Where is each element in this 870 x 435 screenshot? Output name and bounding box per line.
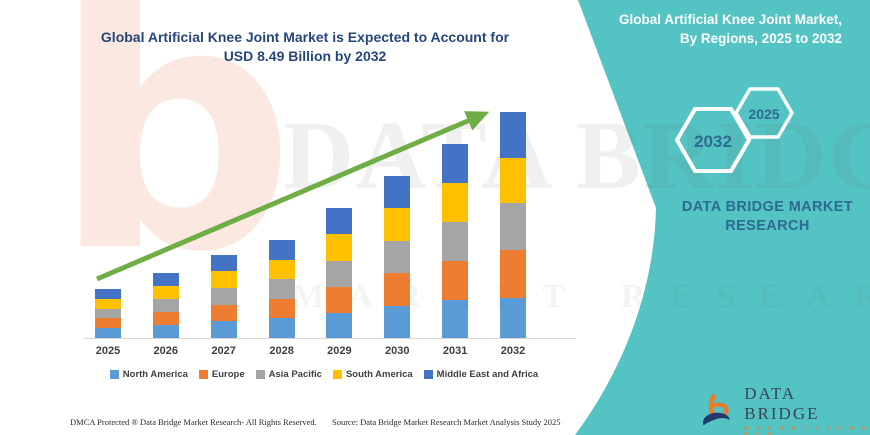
- brand-wordmark-line1: DATA BRIDGE MARKET: [681, 199, 854, 215]
- side-panel-title: Global Artificial Knee Joint Market, By …: [462, 10, 842, 48]
- legend-swatch: [255, 370, 265, 379]
- x-axis-label-2028: 2028: [269, 345, 294, 357]
- bar-segment-europe: [268, 298, 295, 319]
- bar-segment-asia-pacific: [384, 240, 411, 273]
- legend-item-middle-east-and-africa: Middle East and Africa: [423, 369, 539, 380]
- bar-segment-europe: [95, 318, 121, 329]
- bar-segment-north-america: [500, 297, 526, 338]
- bar-segment-south-america: [500, 157, 526, 203]
- x-axis-label-2029: 2029: [327, 345, 352, 357]
- bar-segment-south-america: [442, 182, 469, 222]
- legend-label: Europe: [211, 369, 245, 380]
- x-axis-line: [84, 338, 576, 339]
- chart-title: Global Artificial Knee Joint Market is E…: [58, 28, 552, 66]
- company-logo-subtitle: M A R K E T R E S E A R C H: [744, 426, 869, 435]
- bar-segment-north-america: [95, 328, 121, 338]
- bar-segment-middle-east-and-africa: [500, 112, 526, 158]
- x-axis-label-2025: 2025: [95, 345, 121, 357]
- bar-segment-north-america: [326, 313, 353, 338]
- source-note: Source: Data Bridge Market Research Mark…: [332, 417, 561, 427]
- bar-segment-middle-east-and-africa: [326, 208, 353, 235]
- legend-swatch: [198, 370, 208, 379]
- legend-item-north-america: North America: [109, 369, 188, 380]
- legend-label: Middle East and Africa: [436, 369, 539, 380]
- side-panel-title-line2: By Regions, 2025 to 2032: [679, 31, 842, 46]
- x-axis-label-2031: 2031: [442, 345, 468, 357]
- bar-segment-middle-east-and-africa: [95, 289, 121, 299]
- bar-segment-middle-east-and-africa: [210, 254, 237, 272]
- bar-segment-south-america: [268, 259, 295, 280]
- bar-segment-europe: [326, 286, 353, 314]
- legend-label: North America: [122, 369, 188, 380]
- bar-segment-north-america: [152, 325, 179, 338]
- legend-item-asia-pacific: Asia Pacific: [255, 369, 322, 380]
- bar-segment-middle-east-and-africa: [268, 240, 295, 260]
- legend-swatch: [423, 370, 433, 379]
- side-panel-title-line1: Global Artificial Knee Joint Market,: [618, 12, 842, 27]
- bar-segment-middle-east-and-africa: [384, 175, 411, 209]
- x-axis-label-2032: 2032: [500, 345, 526, 357]
- bar-segment-asia-pacific: [210, 288, 237, 305]
- bar-segment-north-america: [210, 321, 237, 338]
- bar-segment-north-america: [268, 318, 295, 338]
- brand-wordmark-line2: RESEARCH: [725, 218, 810, 234]
- x-axis-label-2030: 2030: [385, 345, 410, 357]
- legend-label: South America: [345, 369, 413, 380]
- bar-segment-middle-east-and-africa: [152, 273, 179, 286]
- bar-segment-asia-pacific: [268, 279, 295, 299]
- chart-title-line1: Global Artificial Knee Joint Market is E…: [100, 29, 510, 45]
- chart-title-line2: USD 8.49 Billion by 2032: [223, 48, 387, 64]
- hexagon-decoration: [674, 87, 795, 173]
- x-axis-label-2027: 2027: [211, 345, 236, 357]
- x-axis-label-2026: 2026: [153, 345, 179, 357]
- hexagon-label-2032: 2032: [694, 132, 732, 151]
- bar-segment-south-america: [152, 285, 179, 299]
- bar-segment-south-america: [95, 298, 121, 309]
- legend-item-south-america: South America: [332, 369, 413, 380]
- legend-label: Asia Pacific: [268, 369, 322, 380]
- company-logo-icon: [703, 394, 731, 426]
- legend-swatch: [109, 370, 119, 379]
- brand-wordmark: DATA BRIDGE MARKET RESEARCH: [660, 198, 870, 236]
- bar-segment-europe: [500, 250, 526, 298]
- bar-segment-middle-east-and-africa: [442, 143, 469, 183]
- bar-segment-europe: [152, 312, 179, 325]
- chart-legend: North America Europe Asia Pacific South Ame…: [88, 369, 560, 380]
- bar-segment-south-america: [210, 271, 237, 289]
- bar-segment-south-america: [384, 208, 411, 241]
- legend-item-europe: Europe: [198, 369, 245, 380]
- bar-segment-asia-pacific: [442, 221, 469, 261]
- bar-segment-asia-pacific: [500, 202, 526, 251]
- bar-segment-europe: [210, 304, 237, 322]
- bar-segment-europe: [442, 260, 469, 300]
- bar-segment-asia-pacific: [95, 308, 121, 319]
- bar-segment-south-america: [326, 234, 353, 261]
- bar-segment-north-america: [442, 299, 469, 338]
- legend-swatch: [332, 370, 342, 379]
- bar-segment-asia-pacific: [152, 298, 179, 312]
- bar-segment-asia-pacific: [326, 260, 353, 287]
- hexagon-label-2025: 2025: [748, 106, 780, 122]
- company-logo-name: DATA BRIDGE: [744, 384, 820, 423]
- dmca-notice: DMCA Protected ® Data Bridge Market Rese…: [70, 417, 317, 427]
- company-logo: DATA BRIDGE M A R K E T R E S E A R C H: [700, 384, 870, 435]
- bar-segment-north-america: [384, 305, 411, 338]
- bar-segment-europe: [384, 273, 411, 306]
